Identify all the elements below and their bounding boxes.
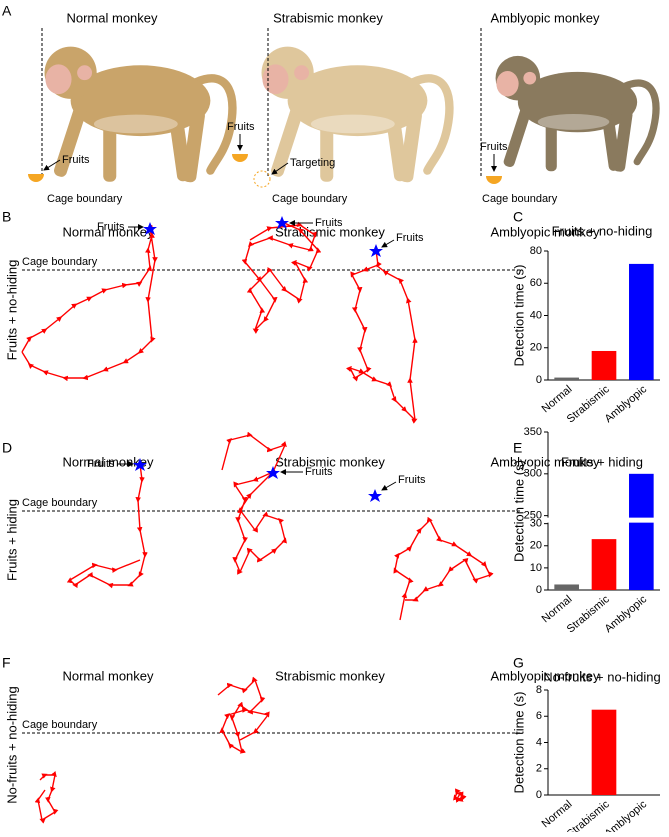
monkey-title: Amblyopic monkey [490, 224, 600, 239]
condition-label: Fruits + hiding [4, 499, 19, 581]
arrow [271, 162, 289, 175]
x-tick-label: Amblyopic [603, 798, 650, 832]
trajectory [453, 788, 467, 803]
fruits-label: Fruits [480, 141, 508, 153]
chart-title: Fruits + no-hiding [552, 223, 653, 238]
y-tick-label: 80 [530, 245, 542, 257]
y-tick-label: 0 [536, 584, 542, 596]
y-tick-label: 4 [536, 736, 542, 748]
y-axis-label: Detection time (s) [511, 692, 526, 794]
monkey-title: Amblyopic monkey [490, 454, 600, 469]
fruit-star [368, 489, 382, 502]
panel-letter: D [2, 440, 12, 456]
fruits-label: Fruits [396, 232, 424, 244]
trajectory [221, 431, 287, 575]
x-tick-label: Normal [540, 798, 575, 830]
y-tick-label: 0 [536, 789, 542, 801]
arrow [381, 481, 397, 491]
panel-letter: E [513, 440, 522, 456]
chart-title: No-fruits + no-hiding [543, 669, 660, 684]
monkey-illustration [496, 56, 656, 172]
bar [591, 709, 617, 795]
bar [554, 377, 579, 380]
monkey-title: Amblyopic monkey [490, 668, 600, 683]
chart-title: Fruits + hiding [561, 454, 643, 469]
panel-letter: F [2, 655, 11, 671]
panel-letter: C [513, 209, 523, 225]
y-tick-label: 20 [530, 342, 542, 354]
trajectory [66, 463, 148, 589]
trajectory [241, 221, 322, 334]
cage-label: Cage boundary [22, 256, 98, 268]
fruit-icon [28, 174, 44, 182]
condition-label: Fruits + no-hiding [4, 260, 19, 361]
fruit-star [369, 244, 383, 257]
fruits-label: Fruits [227, 121, 255, 133]
x-tick-label: Amblyopic [603, 593, 650, 635]
condition-label: No-fruits + no-hiding [4, 686, 19, 803]
fruits-label: Fruits [305, 466, 333, 478]
fruits-label: Fruits [97, 221, 125, 233]
bar [591, 350, 617, 380]
y-tick-label: 20 [530, 540, 542, 552]
fruit-icon [486, 176, 502, 184]
y-tick-label: 350 [524, 426, 542, 438]
monkey-title: Normal monkey [62, 668, 154, 683]
x-tick-label: Normal [540, 383, 575, 415]
trajectory [34, 771, 59, 824]
y-tick-label: 250 [524, 510, 542, 522]
panel-letter: A [2, 3, 12, 19]
fruits-label: Fruits [315, 217, 343, 229]
x-tick-label: Strabismic [565, 798, 612, 832]
y-tick-label: 8 [536, 684, 542, 696]
fruits-label: Fruits [62, 154, 90, 166]
y-axis-label: Detection time (s) [511, 460, 526, 562]
axis-break [546, 517, 660, 523]
x-tick-label: Amblyopic [603, 383, 650, 425]
fruit-star [143, 222, 157, 235]
fruit-star [266, 466, 280, 479]
arrow [381, 239, 395, 248]
fruit-icon [232, 154, 248, 162]
bar [629, 473, 654, 590]
targeting-circle [253, 170, 271, 188]
y-tick-label: 60 [530, 277, 542, 289]
y-tick-label: 2 [536, 763, 542, 775]
y-tick-label: 6 [536, 710, 542, 722]
cage-label: Cage boundary [47, 193, 123, 205]
trajectory [217, 676, 270, 754]
bar [629, 263, 654, 380]
y-tick-label: 10 [530, 562, 542, 574]
bar [591, 539, 617, 590]
cage-label: Cage boundary [22, 719, 98, 731]
trajectory [346, 249, 418, 424]
cage-label: Cage boundary [482, 193, 558, 205]
y-tick-label: 30 [530, 518, 542, 530]
fruits-label: Fruits [87, 458, 115, 470]
monkey-title: Strabismic monkey [275, 668, 385, 683]
monkey-title: Strabismic monkey [273, 10, 383, 25]
arrow [43, 159, 61, 171]
y-tick-label: 0 [536, 374, 542, 386]
monkey-title: Amblyopic monkey [490, 10, 600, 25]
bar [554, 584, 579, 590]
x-tick-label: Normal [540, 593, 575, 625]
y-axis-label: Detection time (s) [511, 265, 526, 367]
panel-letter: B [2, 209, 11, 225]
targeting-label: Targeting [290, 157, 335, 169]
cage-label: Cage boundary [272, 193, 348, 205]
panel-letter: G [513, 655, 524, 671]
y-tick-label: 40 [530, 309, 542, 321]
monkey-title: Strabismic monkey [275, 454, 385, 469]
fruit-star [133, 458, 147, 471]
monkey-title: Normal monkey [66, 10, 158, 25]
y-tick-label: 300 [524, 468, 542, 480]
cage-label: Cage boundary [22, 497, 98, 509]
trajectory [21, 224, 158, 382]
trajectory [393, 516, 494, 621]
fruit-star [275, 216, 289, 229]
fruits-label: Fruits [398, 474, 426, 486]
